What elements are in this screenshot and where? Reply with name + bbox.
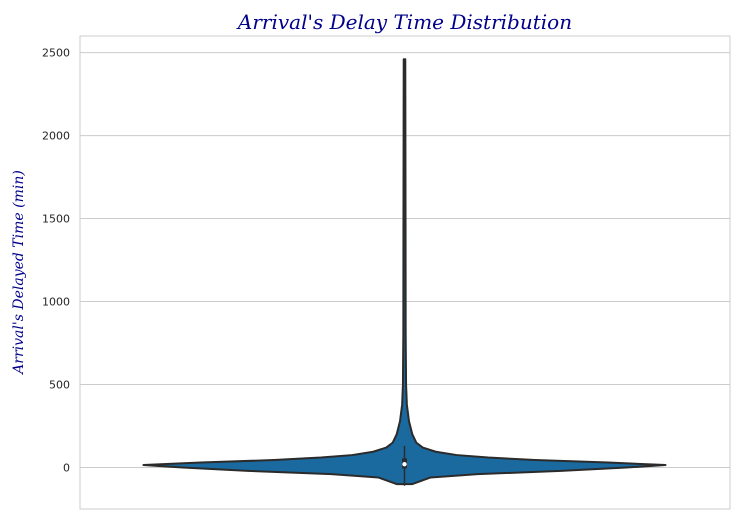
y-tick-label: 0: [63, 462, 70, 475]
violin-median-dot: [402, 461, 407, 467]
violin-body: [142, 58, 667, 486]
y-tick-label: 2000: [42, 130, 70, 143]
y-tick-label: 1500: [42, 213, 70, 226]
y-tick-label: 1000: [42, 296, 70, 309]
chart-title: Arrival's Delay Time Distribution: [237, 10, 573, 34]
y-tick-label: 2500: [42, 47, 70, 60]
y-tick-label: 500: [49, 379, 70, 392]
